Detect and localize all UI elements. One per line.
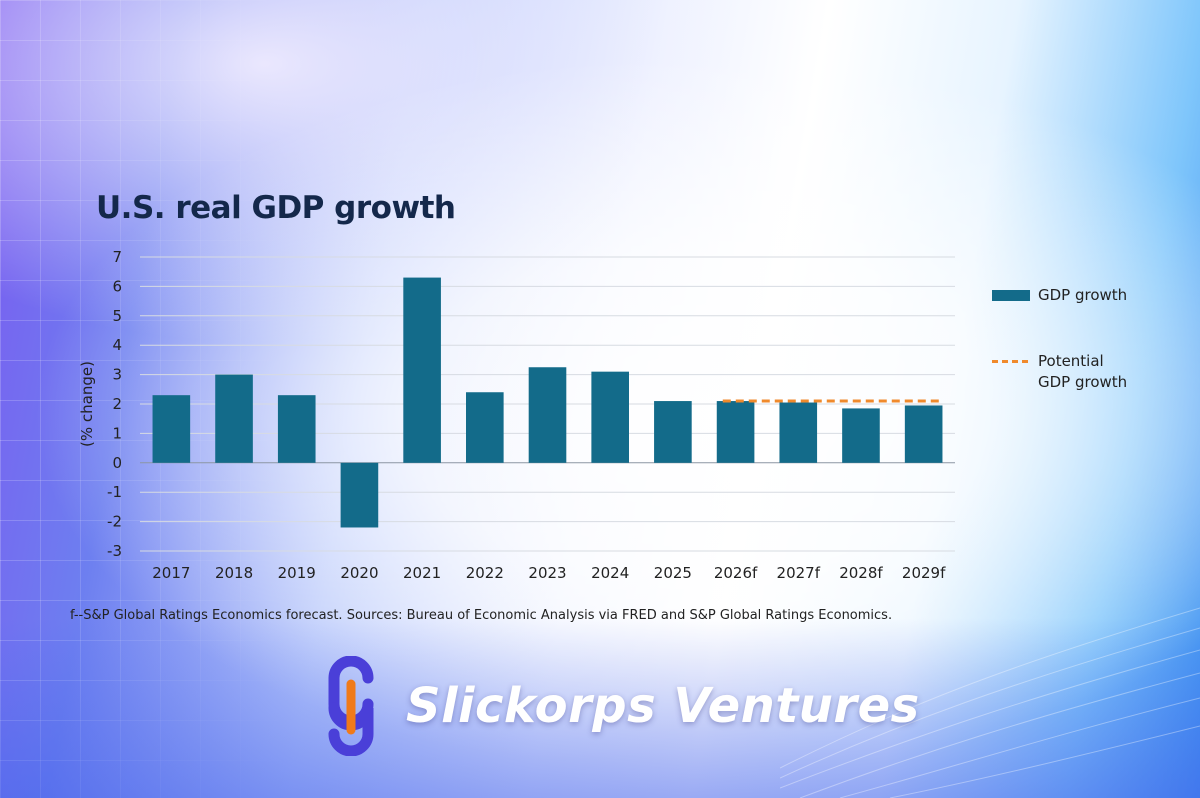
x-tick-label: 2017 (152, 564, 190, 582)
brand-block: Slickorps Ventures (316, 656, 920, 756)
x-tick-label: 2024 (591, 564, 629, 582)
chart-title: U.S. real GDP growth (96, 190, 456, 226)
bar-2024 (591, 371, 629, 463)
x-tick-label: 2018 (215, 564, 253, 582)
y-tick-label: -1 (107, 483, 122, 501)
bar-2025 (654, 401, 692, 463)
legend-swatch-potential-gdp-growth (992, 360, 1028, 363)
bar-2022 (466, 392, 504, 463)
bar-2027f (779, 402, 818, 463)
s-link-logo-icon (328, 656, 374, 756)
bar-2023 (528, 367, 567, 463)
background-wave (780, 607, 1200, 798)
x-tick-labels: 2017 2018 2019 2020 2021 2022 2023 2024 2025 2026… (152, 564, 946, 582)
y-tick-label: -3 (107, 542, 122, 560)
x-tick-label: 2026f (714, 564, 758, 582)
x-tick-label: 2028f (839, 564, 883, 582)
x-tick-label: 2021 (403, 564, 441, 582)
bar-2026f (716, 401, 755, 463)
x-tick-label: 2025 (654, 564, 692, 582)
legend-label-line-2: GDP growth (1038, 373, 1128, 391)
y-tick-label: 5 (112, 307, 122, 325)
legend-item-potential-gdp-growth: Potential GDP growth (992, 351, 1127, 393)
bar-2019 (277, 395, 316, 463)
legend-label-potential-gdp-growth: Potential GDP growth (1038, 351, 1127, 393)
y-tick-label: 1 (112, 424, 122, 442)
y-tick-label: 3 (112, 366, 122, 384)
bar-2029f (904, 405, 943, 463)
bar-2028f (842, 408, 880, 463)
brand-name: Slickorps Ventures (406, 678, 920, 734)
y-tick-label: 7 (112, 248, 122, 266)
bars (152, 277, 943, 528)
bar-2021 (403, 277, 441, 463)
x-tick-label: 2022 (466, 564, 504, 582)
legend-label-line-1: Potential (1038, 352, 1104, 370)
x-tick-label: 2023 (528, 564, 566, 582)
chart-footnote: f--S&P Global Ratings Economics forecast… (70, 608, 893, 623)
y-tick-label: -2 (107, 513, 122, 531)
legend-item-gdp-growth: GDP growth (992, 286, 1127, 304)
bar-2018 (215, 374, 253, 463)
y-tick-labels: 7 6 5 4 3 2 1 0 -1 -2 -3 (107, 248, 122, 560)
bar-2020 (340, 462, 379, 528)
x-tick-label: 2029f (902, 564, 946, 582)
y-tick-label: 6 (112, 277, 122, 295)
x-tick-label: 2020 (340, 564, 378, 582)
legend-swatch-gdp-growth (992, 289, 1030, 301)
x-tick-label: 2019 (278, 564, 316, 582)
y-tick-label: 2 (112, 395, 122, 413)
x-tick-label: 2027f (777, 564, 821, 582)
background-glow (0, 618, 1200, 798)
legend-label-gdp-growth: GDP growth (1038, 286, 1128, 304)
bar-2017 (152, 395, 191, 463)
y-tick-label: 4 (112, 336, 122, 354)
y-tick-label: 0 (112, 454, 122, 472)
